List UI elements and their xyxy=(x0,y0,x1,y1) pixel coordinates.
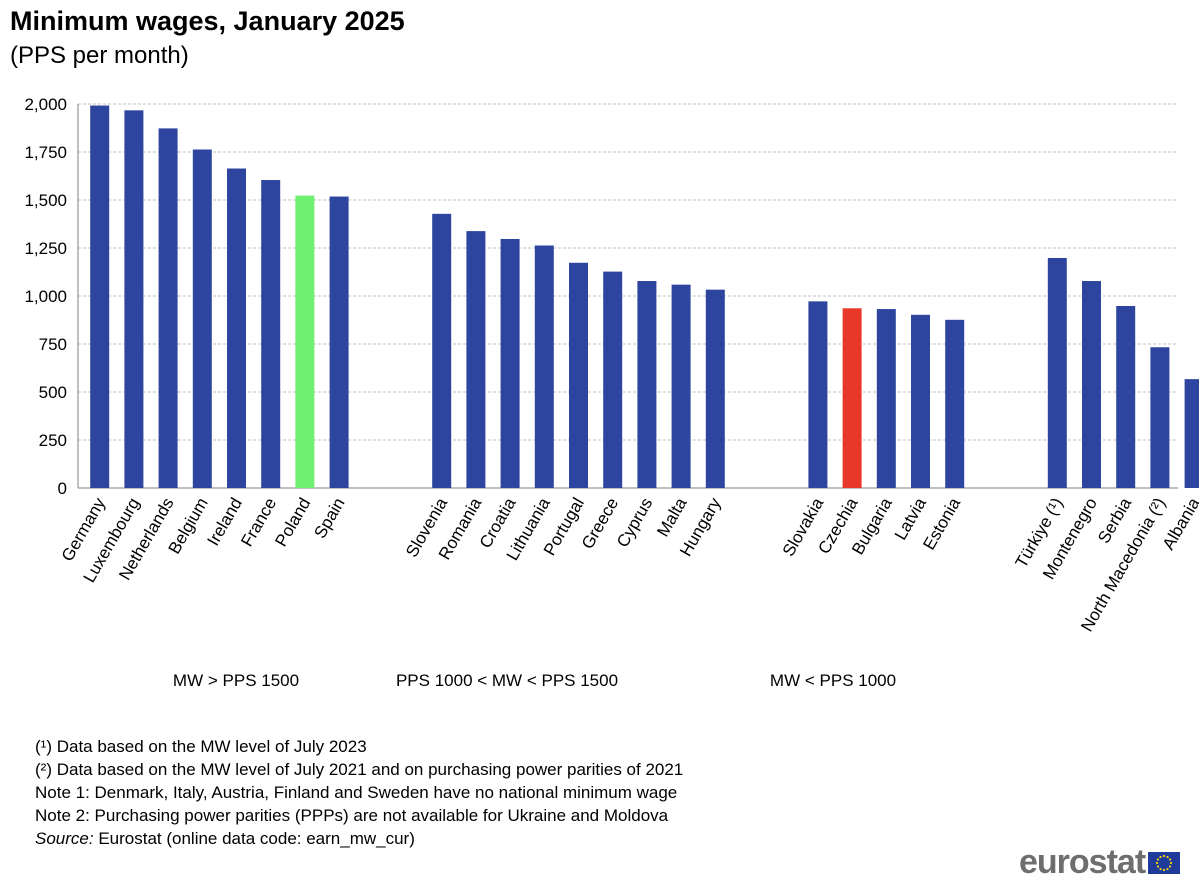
y-tick-label: 500 xyxy=(39,383,67,402)
group-label-low: MW < PPS 1000 xyxy=(769,671,897,690)
bar xyxy=(1047,257,1067,488)
bar xyxy=(432,213,452,488)
bar xyxy=(90,105,110,488)
category-label: Spain xyxy=(310,495,348,542)
source-line: Source: Eurostat (online data code: earn… xyxy=(35,827,683,850)
eurostat-logo-text: eurostat xyxy=(1019,843,1146,881)
bar xyxy=(1082,281,1101,488)
flag-star xyxy=(1163,854,1166,857)
y-tick-label: 1,000 xyxy=(24,287,67,306)
footnotes: (¹) Data based on the MW level of July 2… xyxy=(35,735,683,850)
bar xyxy=(124,110,144,488)
y-tick-label: 250 xyxy=(39,431,67,450)
bar xyxy=(192,149,212,488)
footnote-note-1: Note 1: Denmark, Italy, Austria, Finland… xyxy=(35,783,678,802)
bar xyxy=(569,262,588,488)
flag-star xyxy=(1156,861,1159,864)
footnote-2: (²) Data based on the MW level of July 2… xyxy=(35,760,684,779)
footnote-1: (¹) Data based on the MW level of July 2… xyxy=(35,737,367,756)
flag-star xyxy=(1169,864,1172,868)
flag-star xyxy=(1170,861,1173,864)
bar xyxy=(671,284,691,488)
y-tick-label: 2,000 xyxy=(24,95,67,114)
bar xyxy=(876,309,896,488)
flag-star xyxy=(1166,855,1169,858)
bar xyxy=(705,289,725,488)
source-label: Source: xyxy=(35,829,94,848)
bar xyxy=(1184,379,1199,488)
eu-flag-icon xyxy=(1148,851,1181,874)
y-tick-label: 1,750 xyxy=(24,143,67,162)
chart-subtitle: (PPS per month) xyxy=(10,42,189,69)
flag-star xyxy=(1156,857,1160,861)
bar xyxy=(227,168,246,488)
eurostat-logo: eurostat xyxy=(1019,843,1181,882)
flag-star xyxy=(1169,857,1172,861)
bar xyxy=(158,128,178,488)
y-tick-label: 1,500 xyxy=(24,191,67,210)
flag-star xyxy=(1159,867,1162,870)
bar xyxy=(945,319,965,488)
chart-title: Minimum wages, January 2025 xyxy=(10,6,405,36)
bar xyxy=(1116,305,1136,488)
flag-star xyxy=(1163,868,1166,871)
footnote-note-2: Note 2: Purchasing power parities (PPPs)… xyxy=(35,806,669,825)
flag-star xyxy=(1156,864,1160,868)
bar xyxy=(603,271,623,488)
bar xyxy=(329,196,349,488)
bar xyxy=(1150,347,1170,488)
flag-star xyxy=(1166,867,1169,870)
bar xyxy=(261,180,281,489)
bar xyxy=(295,195,315,489)
bar xyxy=(911,314,930,488)
bar xyxy=(534,245,554,488)
bar xyxy=(500,238,520,488)
bar xyxy=(808,301,828,488)
flag-star xyxy=(1159,855,1162,858)
source-text: Eurostat (online data code: earn_mw_cur) xyxy=(93,829,415,848)
group-label-mid: PPS 1000 < MW < PPS 1500 xyxy=(395,671,619,690)
bar xyxy=(466,231,486,488)
bar xyxy=(637,281,657,488)
group-label-high: MW > PPS 1500 xyxy=(172,671,300,690)
y-tick-label: 1,250 xyxy=(24,239,67,258)
bar xyxy=(842,308,862,488)
y-tick-label: 750 xyxy=(39,335,67,354)
y-tick-label: 0 xyxy=(58,479,67,498)
